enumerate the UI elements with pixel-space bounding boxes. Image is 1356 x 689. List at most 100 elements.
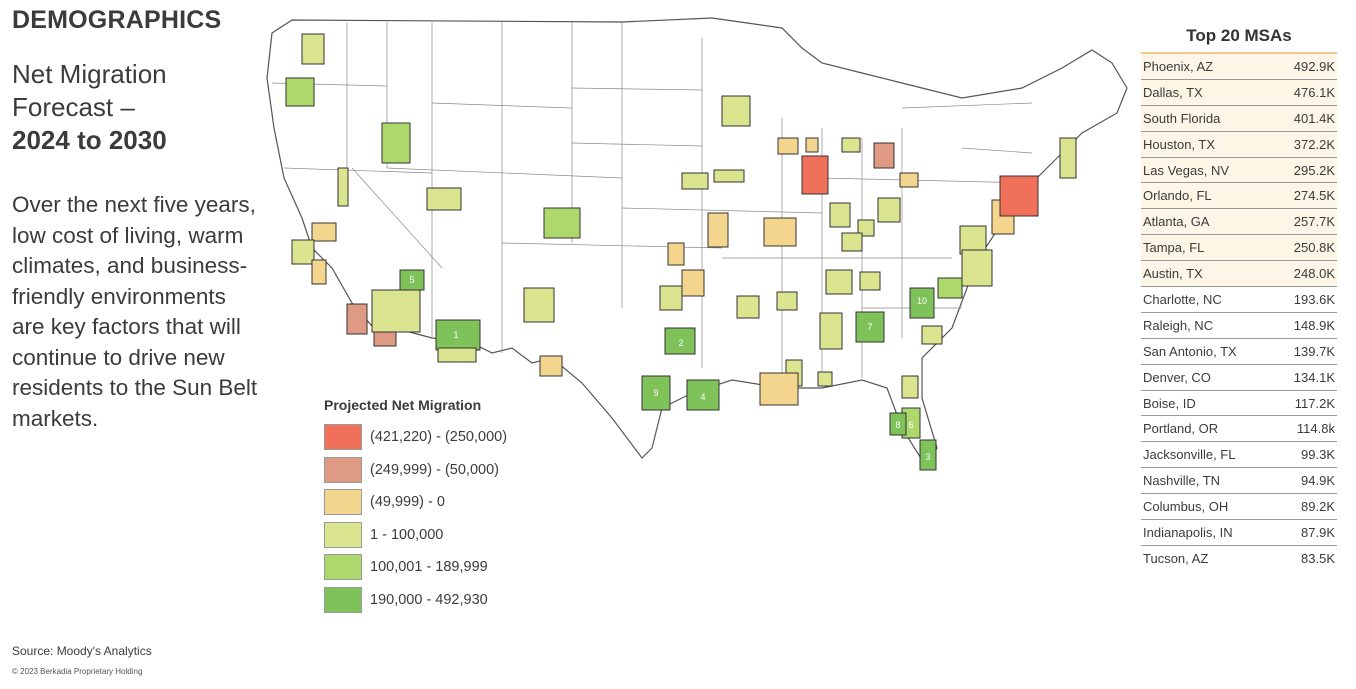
metro-boise — [381, 122, 411, 164]
metro-denver — [543, 207, 581, 239]
metro-new-york — [999, 175, 1039, 217]
msa-value: 114.8k — [1296, 421, 1335, 437]
msa-name: Indianapolis, IN — [1143, 525, 1233, 541]
legend-swatch — [324, 521, 362, 548]
msa-name: Austin, TX — [1143, 266, 1203, 282]
msa-value: 134.1K — [1293, 369, 1335, 385]
metro-el-paso — [539, 355, 563, 377]
legend-label: (49,999) - 0 — [370, 494, 445, 511]
metro-fresno — [311, 259, 327, 285]
metro-indianapolis — [829, 202, 851, 228]
metro-sacramento — [311, 222, 337, 242]
msa-value: 83.5K — [1301, 550, 1335, 566]
metro-mobile — [817, 371, 833, 387]
source-note: Source: Moody's Analytics — [12, 644, 152, 658]
rank-label-6: 6 — [908, 420, 913, 430]
table-row: San Antonio, TX 139.7K — [1141, 339, 1337, 365]
msa-value: 274.5K — [1293, 188, 1335, 204]
metro-portland — [285, 77, 315, 107]
metro-chicago — [801, 155, 829, 195]
table-row: Houston, TX 372.2K — [1141, 131, 1337, 158]
description: Over the next five years, low cost of li… — [12, 192, 258, 431]
metro-memphis — [776, 291, 798, 311]
metro-rank-labels: 1 2 3 4 5 6 7 8 9 10 — [409, 275, 930, 462]
table-row: Orlando, FL 274.5K — [1141, 183, 1337, 210]
legend-swatch — [324, 586, 362, 613]
metro-wichita — [667, 242, 685, 266]
msa-value: 148.9K — [1293, 317, 1335, 333]
msa-value: 248.0K — [1293, 266, 1335, 282]
legend-item: 190,000 - 492,930 — [324, 584, 507, 617]
msa-name: Denver, CO — [1143, 369, 1211, 385]
msa-name: Boise, ID — [1143, 395, 1196, 411]
metro-reno — [337, 167, 349, 207]
legend-label: (421,220) - (250,000) — [370, 429, 508, 446]
metro-grand-rapids — [841, 137, 861, 153]
metro-minneapolis — [721, 95, 751, 127]
metro-raleigh — [937, 277, 963, 299]
metro-south-florida — [919, 439, 937, 471]
metro-la — [346, 303, 368, 335]
msa-name: Jacksonville, FL — [1143, 447, 1236, 463]
metro-madison — [805, 137, 819, 153]
msa-name: Raleigh, NC — [1143, 317, 1214, 333]
metro-new-orleans — [759, 372, 799, 406]
metro-cleveland — [899, 172, 919, 188]
msa-name: South Florida — [1143, 110, 1221, 126]
map-legend: Projected Net Migration (421,220) - (250… — [324, 397, 507, 616]
msa-name: Las Vegas, NV — [1143, 162, 1229, 178]
metro-areas — [285, 33, 1077, 471]
msa-name: Tampa, FL — [1143, 240, 1205, 256]
table-row: Nashville, TN 94.9K — [1141, 468, 1337, 495]
top-msa-table: Top 20 MSAs Phoenix, AZ 492.9K Dallas, TX 4… — [1141, 26, 1337, 572]
metro-salt-lake — [426, 187, 462, 211]
metro-albuquerque — [523, 287, 555, 323]
legend-title: Projected Net Migration — [324, 397, 482, 413]
metro-houston — [686, 379, 720, 411]
metro-kansas-city — [707, 212, 729, 248]
metro-tulsa — [681, 269, 705, 297]
msa-table-body: Phoenix, AZ 492.9K Dallas, TX 476.1K South F… — [1141, 54, 1337, 572]
table-row: Columbus, OH 89.2K — [1141, 494, 1337, 521]
table-row: Tucson, AZ 83.5K — [1141, 546, 1337, 572]
legend-swatch — [324, 424, 362, 451]
copyright-note: © 2023 Berkadia Proprietary Holding — [12, 667, 143, 676]
rank-label-2: 2 — [678, 338, 683, 348]
metro-dallas — [664, 327, 696, 355]
legend-item: (421,220) - (250,000) — [324, 421, 507, 454]
legend-swatch — [324, 554, 362, 581]
legend-item: 1 - 100,000 — [324, 519, 507, 552]
rank-label-10: 10 — [917, 296, 927, 306]
rank-label-8: 8 — [895, 420, 900, 430]
msa-value: 139.7K — [1293, 343, 1335, 359]
table-row: Austin, TX 248.0K — [1141, 261, 1337, 288]
metro-jacksonville — [901, 375, 919, 399]
msa-value: 193.6K — [1293, 292, 1335, 308]
metro-dc — [961, 249, 993, 287]
metro-tucson — [437, 347, 477, 363]
table-row: South Florida 401.4K — [1141, 105, 1337, 132]
metro-knoxville — [859, 271, 881, 291]
rank-label-3: 3 — [925, 452, 930, 462]
subtitle-line1: Net Migration — [12, 59, 167, 89]
rank-label-7: 7 — [867, 322, 872, 332]
metro-seattle — [301, 33, 325, 65]
msa-value: 94.9K — [1301, 473, 1335, 489]
legend-item: (49,999) - 0 — [324, 486, 507, 519]
metro-little-rock — [736, 295, 760, 319]
section-title: DEMOGRAPHICS — [12, 6, 222, 34]
table-row: Atlanta, GA 257.7K — [1141, 209, 1337, 236]
table-row: Dallas, TX 476.1K — [1141, 79, 1337, 106]
table-row: Las Vegas, NV 295.2K — [1141, 157, 1337, 184]
msa-name: Tucson, AZ — [1143, 550, 1209, 566]
msa-value: 89.2K — [1301, 499, 1335, 515]
legend-label: 100,001 - 189,999 — [370, 559, 488, 576]
legend-item: 100,001 - 189,999 — [324, 551, 507, 584]
msa-name: Charlotte, NC — [1143, 292, 1222, 308]
metro-sf-bay — [291, 239, 315, 265]
metro-okc — [659, 285, 683, 311]
subtitle-line2: Forecast – — [12, 92, 135, 122]
table-row: Denver, CO 134.1K — [1141, 365, 1337, 391]
metro-detroit — [873, 142, 895, 169]
metro-boston — [1059, 137, 1077, 179]
